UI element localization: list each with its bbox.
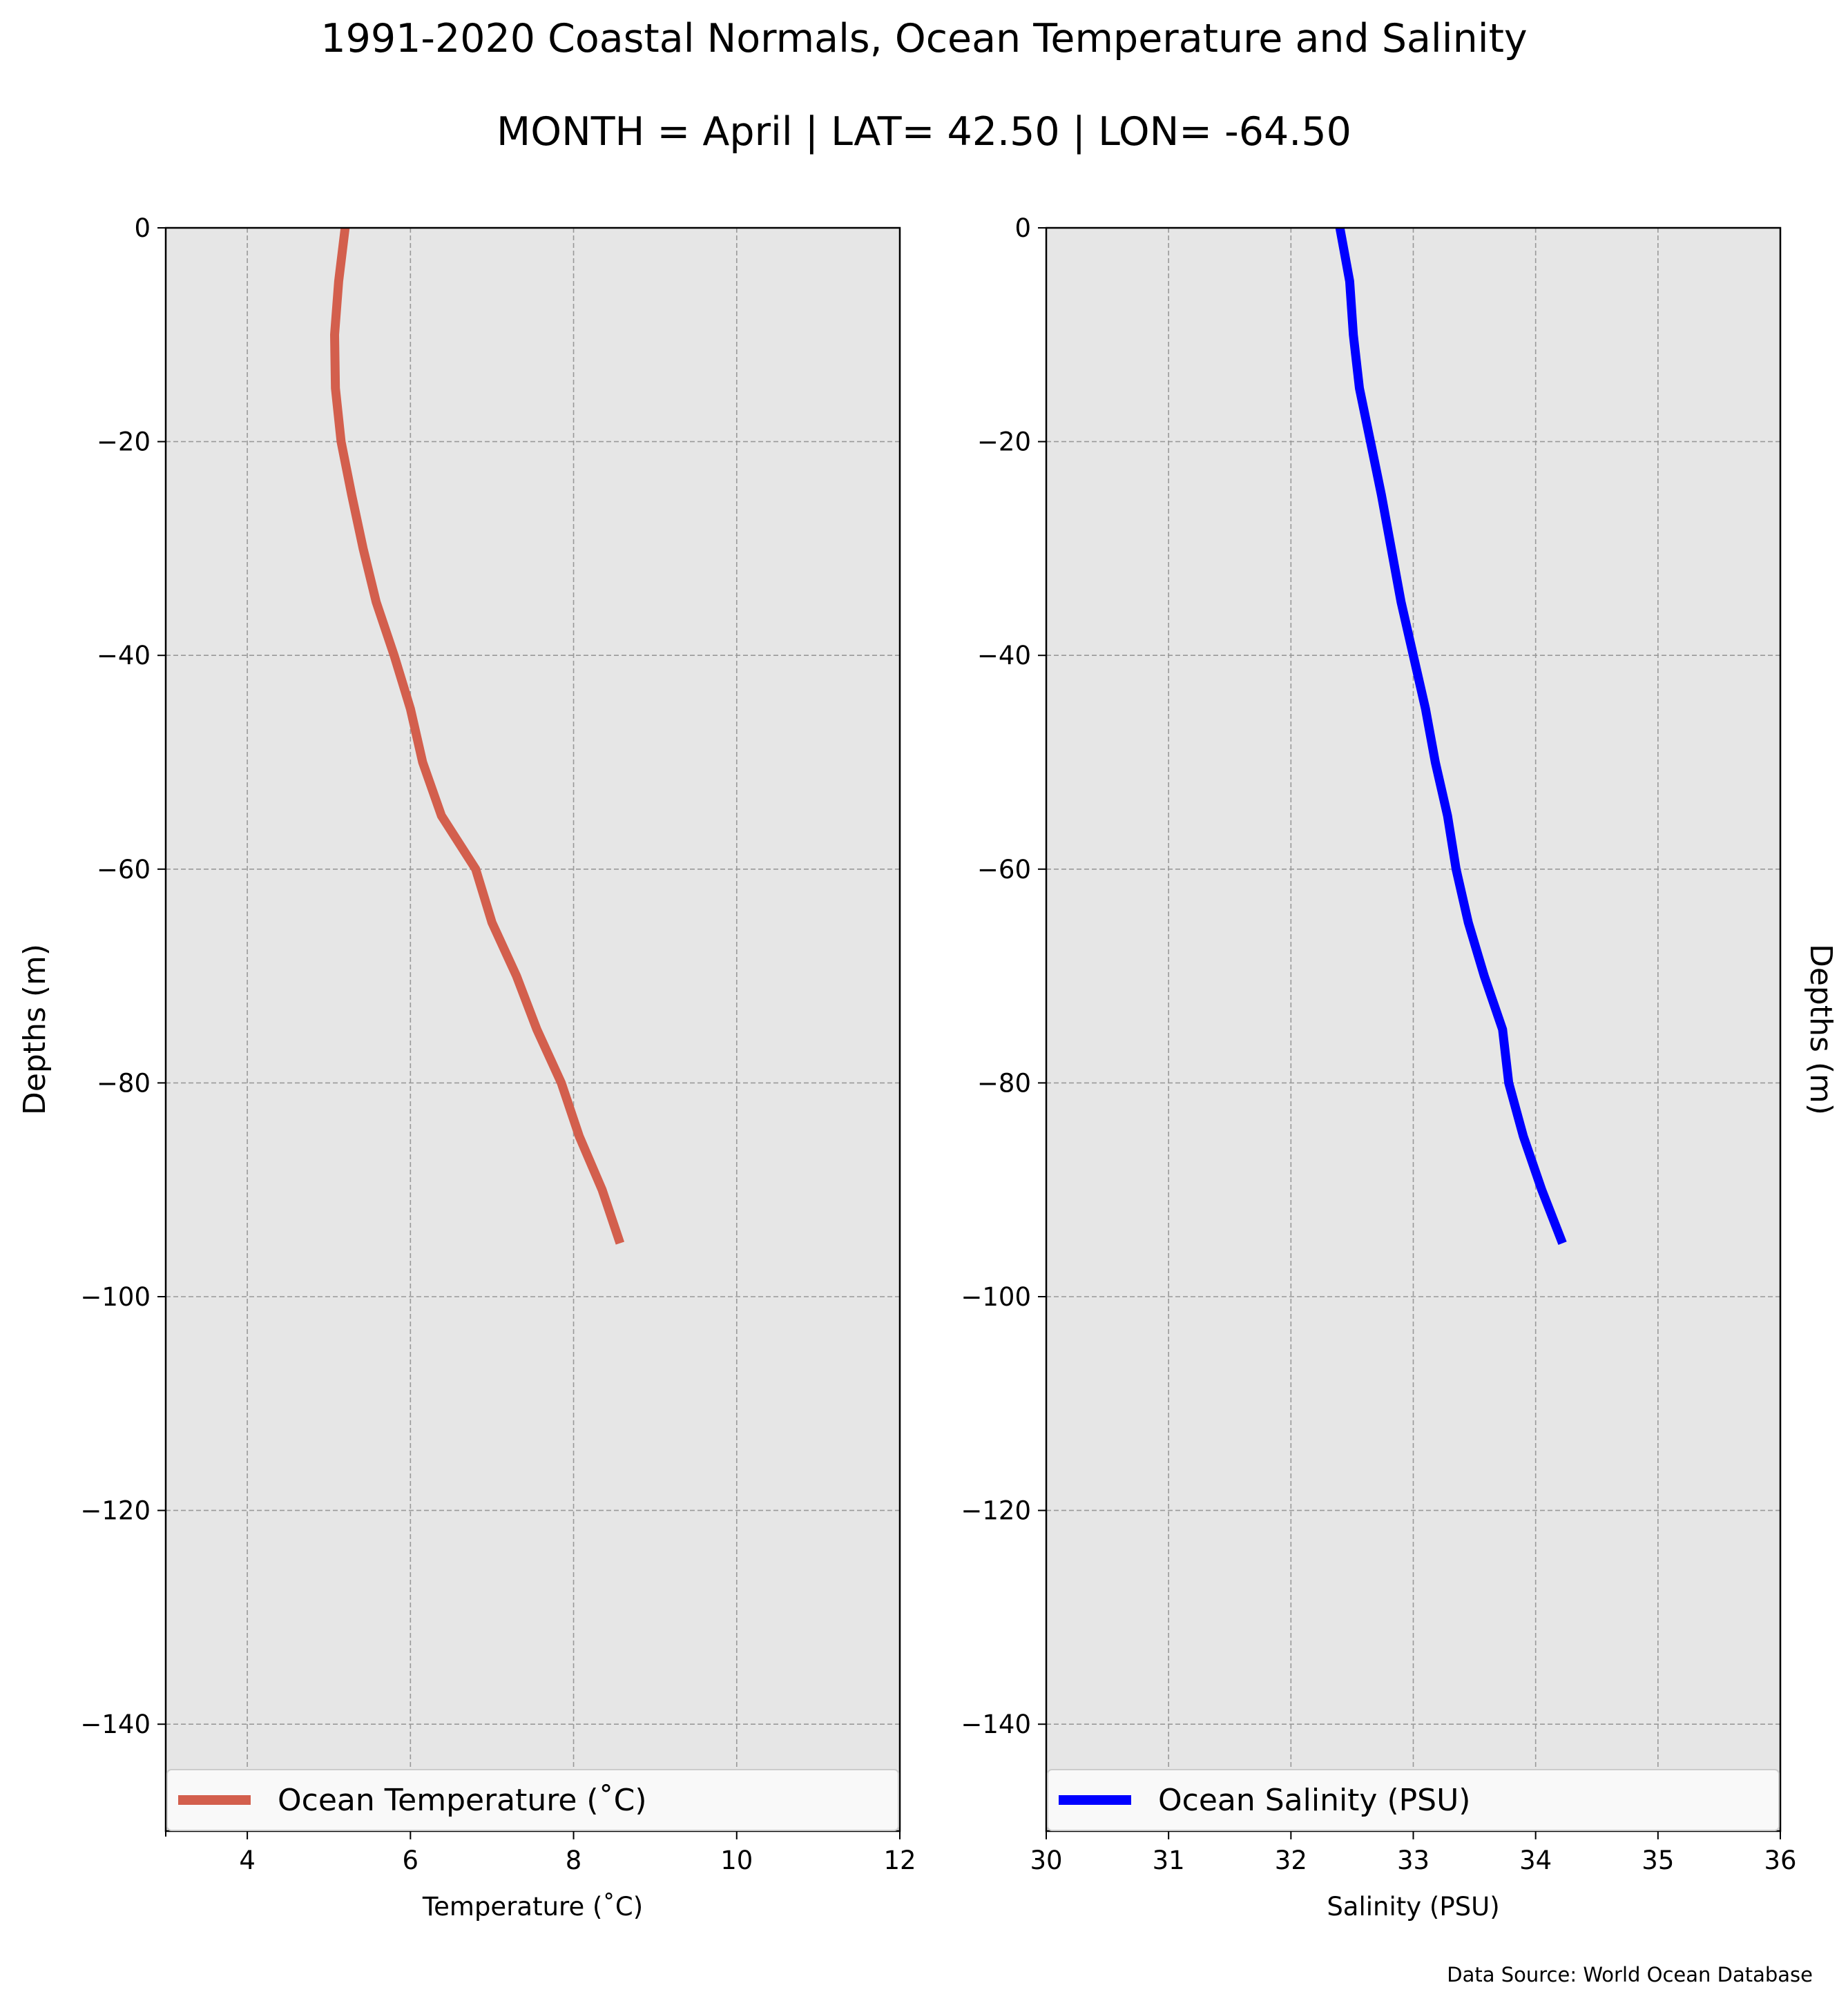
y-axis-label: Depths (m) bbox=[1803, 944, 1838, 1115]
x-tick-label: 4 bbox=[239, 1846, 256, 1875]
y-tick-label: −40 bbox=[977, 641, 1031, 670]
y-tick-label: −60 bbox=[97, 855, 151, 884]
x-tick-label: 30 bbox=[1030, 1846, 1062, 1875]
x-tick-label: 34 bbox=[1519, 1846, 1552, 1875]
x-tick-label: 33 bbox=[1397, 1846, 1430, 1875]
x-tick-label: 10 bbox=[720, 1846, 753, 1875]
y-tick-label: −20 bbox=[977, 427, 1031, 457]
y-tick-label: −100 bbox=[961, 1282, 1031, 1312]
chart-subtitle: MONTH = April | LAT= 42.50 | LON= -64.50 bbox=[497, 109, 1351, 155]
legend: Ocean Salinity (PSU) bbox=[1047, 1769, 1780, 1831]
x-axis-label: Salinity (PSU) bbox=[1327, 1892, 1499, 1922]
y-tick-label: −100 bbox=[80, 1282, 151, 1312]
y-tick-label: −120 bbox=[80, 1496, 151, 1526]
y-tick-label: −140 bbox=[80, 1710, 151, 1739]
x-tick-label: 35 bbox=[1642, 1846, 1674, 1875]
y-axis-label: Depths (m) bbox=[17, 944, 52, 1115]
series-line bbox=[1335, 226, 1567, 1245]
y-tick-label: −40 bbox=[97, 641, 151, 670]
x-axis-label: Temperature (˚C) bbox=[422, 1892, 643, 1922]
legend-label: Ocean Temperature (˚C) bbox=[278, 1783, 647, 1818]
legend-box bbox=[1047, 1769, 1780, 1831]
y-tick-label: −60 bbox=[977, 855, 1031, 884]
salinity-panel: 30 31 32 33 34 35 36 0 −20 −40 −60 −80 −100 −120 −140 O… bbox=[961, 213, 1838, 1922]
x-tick-label: 31 bbox=[1153, 1846, 1185, 1875]
x-tick-label: 32 bbox=[1275, 1846, 1307, 1875]
y-tick-label: −120 bbox=[961, 1496, 1031, 1526]
temperature-panel: 4 6 8 10 12 0 −20 −40 −60 −80 −100 −120 −140 Ocean Te… bbox=[17, 213, 916, 1922]
y-tick-label: −80 bbox=[977, 1068, 1031, 1098]
legend-label: Ocean Salinity (PSU) bbox=[1158, 1783, 1470, 1818]
x-tick-label: 36 bbox=[1764, 1846, 1796, 1875]
y-tick-label: −80 bbox=[97, 1068, 151, 1098]
y-tick-label: −140 bbox=[961, 1710, 1031, 1739]
y-tick-label: 0 bbox=[134, 213, 151, 243]
x-tick-label: 12 bbox=[883, 1846, 916, 1875]
x-tick-label: 8 bbox=[566, 1846, 582, 1875]
x-tick-label: 6 bbox=[403, 1846, 419, 1875]
legend: Ocean Temperature (˚C) bbox=[166, 1769, 899, 1831]
y-tick-label: −20 bbox=[97, 427, 151, 457]
series-line bbox=[330, 227, 625, 1245]
legend-box bbox=[166, 1769, 899, 1831]
data-source-note: Data Source: World Ocean Database bbox=[1447, 1963, 1813, 1986]
chart-title: 1991-2020 Coastal Normals, Ocean Tempera… bbox=[320, 16, 1527, 61]
y-tick-label: 0 bbox=[1014, 213, 1031, 243]
